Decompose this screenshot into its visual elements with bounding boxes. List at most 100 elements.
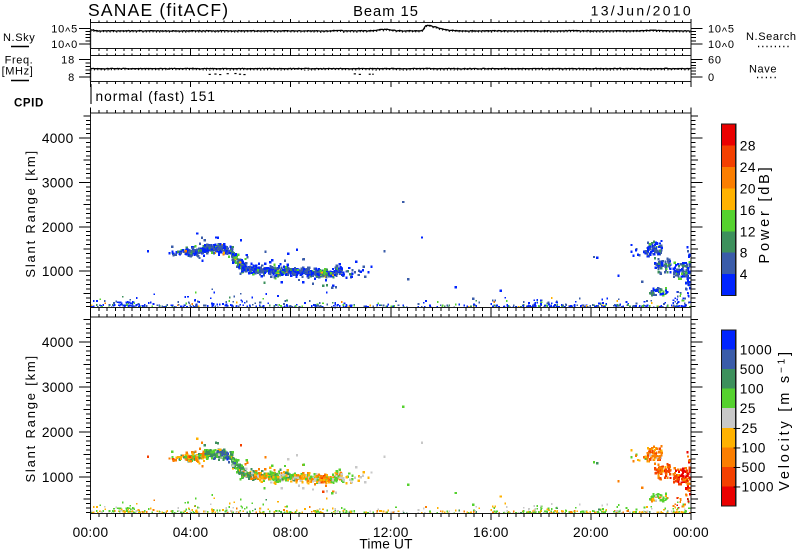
power-echo-point [686, 279, 690, 283]
velocity-echo-point [649, 453, 652, 456]
power-echo-point [303, 268, 306, 271]
power-echo-point [677, 305, 679, 308]
velocity-echo-point [283, 511, 286, 514]
velocity-echo-point [627, 510, 629, 512]
velocity-echo-point [386, 511, 389, 514]
velocity-echo-point [470, 511, 472, 514]
velocity-echo-point [117, 510, 120, 513]
power-echo-point [197, 305, 200, 308]
power-echo-point [677, 291, 680, 293]
velocity-echo-point [180, 454, 183, 457]
power-echo-point [646, 252, 649, 255]
power-echo-point [324, 268, 327, 271]
velocity-echo-point [313, 473, 316, 476]
power-echo-point [571, 305, 574, 308]
velocity-echo-point [677, 468, 680, 471]
velocity-echo-point [534, 509, 537, 512]
power-echo-point [301, 305, 304, 308]
velocity-echo-point [653, 462, 656, 465]
power-echo-point [676, 298, 678, 301]
power-echo-point [589, 305, 591, 307]
power-echo-point [402, 304, 404, 307]
power-echo-point [298, 306, 300, 308]
power-echo-point [680, 262, 683, 266]
power-echo-point [493, 304, 496, 307]
power-echo-point [547, 301, 550, 304]
power-echo-point [233, 256, 236, 260]
power-echo-point [304, 272, 307, 275]
power-echo-point [200, 247, 203, 250]
power-echo-point [286, 263, 289, 266]
power-echo-point [318, 276, 321, 279]
velocity-echo-point [186, 453, 189, 457]
velocity-echo-point [601, 504, 603, 507]
velocity-echo-point [659, 477, 662, 480]
velocity-echo-point [355, 465, 358, 469]
power-echo-point [601, 298, 603, 301]
power-echo-point [129, 298, 132, 301]
power-echo-point [131, 306, 133, 308]
velocity-echo-point [234, 467, 238, 470]
power-echo-point [688, 276, 691, 280]
power-echo-point [639, 304, 641, 307]
velocity-echo-point [504, 502, 507, 505]
power-echo-point [444, 305, 446, 308]
power-echo-point [117, 301, 119, 304]
power-echo-point [332, 284, 335, 287]
velocity-echo-point [648, 450, 652, 453]
power-echo-point [206, 304, 209, 307]
velocity-echo-point [101, 512, 103, 514]
velocity-echo-point [618, 510, 621, 513]
power-echo-point [492, 299, 494, 302]
velocity-echo-point [235, 461, 238, 464]
power-echo-point [211, 245, 214, 248]
velocity-echo-point [685, 474, 688, 477]
velocity-echo-point [281, 477, 284, 481]
colorbar-segment [721, 274, 736, 297]
velocity-echo-point [495, 511, 498, 514]
power-echo-point [135, 304, 138, 306]
velocity-echo-point [635, 508, 638, 511]
velocity-echo-point [322, 480, 326, 483]
power-echo-point [282, 268, 285, 271]
power-echo-point [663, 271, 667, 274]
velocity-echo-point [564, 511, 567, 514]
power-echo-point [304, 268, 307, 271]
velocity-echo-point [683, 479, 686, 482]
power-echo-point [689, 272, 692, 275]
power-echo-point [263, 281, 266, 284]
velocity-echo-point [231, 451, 234, 454]
velocity-echo-point [301, 474, 304, 478]
power-echo-point [193, 305, 196, 308]
power-echo-point [213, 248, 216, 251]
power-echo-point [685, 275, 688, 278]
power-echo-point [269, 271, 272, 275]
power-echo-point [658, 245, 661, 249]
power-echo-point [199, 248, 202, 252]
power-echo-point [630, 250, 633, 254]
velocity-echo-point [222, 452, 225, 455]
velocity-echo-point [667, 467, 670, 470]
velocity-echo-point [261, 469, 264, 473]
velocity-echo-point [269, 475, 273, 479]
power-echo-point [679, 269, 682, 272]
velocity-echo-point [156, 510, 158, 513]
velocity-echo-point [657, 473, 660, 476]
power-echo-point [540, 301, 543, 304]
power-echo-point [260, 268, 263, 271]
velocity-echo-point [286, 505, 288, 508]
velocity-echo-point [682, 480, 685, 484]
power-echo-point [277, 266, 280, 269]
power-echo-point [677, 265, 680, 268]
power-echo-point [331, 273, 335, 276]
power-echo-point [207, 245, 211, 248]
velocity-echo-point [664, 474, 667, 477]
velocity-echo-point [265, 498, 267, 501]
velocity-echo-point [677, 496, 680, 499]
power-echo-point [448, 304, 451, 307]
velocity-echo-point [240, 471, 244, 474]
power-echo-point [306, 266, 310, 269]
power-echo-point [654, 250, 657, 254]
velocity-echo-point [280, 486, 283, 490]
